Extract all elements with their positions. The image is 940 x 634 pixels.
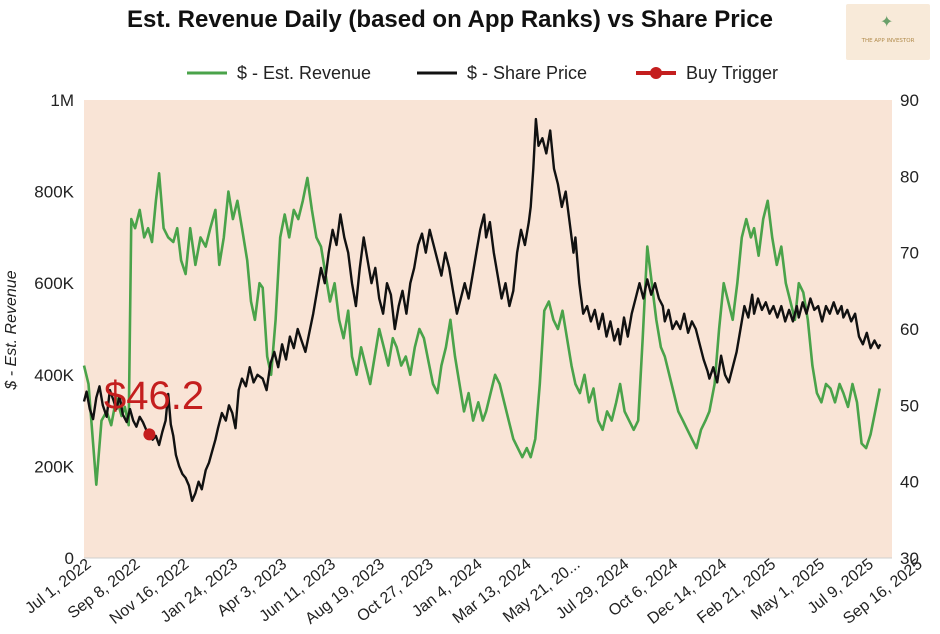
app-investor-logo: ✦ THE APP INVESTOR [846, 4, 930, 60]
legend-label-revenue: $ - Est. Revenue [237, 62, 372, 83]
y2-tick-label: 50 [900, 396, 919, 415]
logo-text: THE APP INVESTOR [861, 38, 915, 44]
y2-tick-label: 70 [900, 244, 919, 263]
legend-label-buy-trigger: Buy Trigger [686, 62, 779, 83]
right-axis-ticks: 30 40 50 60 70 80 90 [900, 91, 919, 568]
legend: $ - Est. Revenue $ - Share Price Buy Tri… [0, 60, 940, 86]
bird-icon: ✦ [880, 14, 894, 31]
y-tick-label: 0 [65, 549, 74, 568]
y-tick-label: 400K [34, 366, 74, 385]
legend-swatch-revenue [187, 71, 227, 75]
y-axis-label: $ - Est. Revenue [3, 270, 20, 390]
series-line-revenue [82, 172, 881, 486]
y-tick-label: 600K [34, 274, 74, 293]
legend-item-price[interactable]: $ - Share Price [415, 60, 587, 86]
series-line-price [82, 117, 882, 502]
y-tick-label: 1M [50, 91, 74, 110]
plot-area [84, 100, 892, 558]
y-tick-label: 200K [34, 457, 74, 476]
legend-swatch-buy-trigger [636, 67, 676, 79]
buy-trigger-point[interactable] [143, 428, 156, 441]
y2-tick-label: 60 [900, 320, 919, 339]
buy-trigger-label: $46.2 [104, 374, 205, 418]
y2-tick-label: 40 [900, 473, 919, 492]
chart-title: Est. Revenue Daily (based on App Ranks) … [126, 6, 773, 33]
left-axis-ticks: 0 200K 400K 600K 800K 1M [34, 91, 74, 568]
legend-swatch-price [417, 71, 457, 75]
y2-tick-label: 80 [900, 167, 919, 186]
y-tick-label: 800K [34, 183, 74, 202]
legend-label-price: $ - Share Price [467, 62, 588, 83]
y2-tick-label: 30 [900, 549, 919, 568]
legend-item-revenue[interactable]: $ - Est. Revenue [185, 60, 371, 86]
legend-item-buy-trigger[interactable]: Buy Trigger [634, 60, 778, 86]
y2-tick-label: 90 [900, 91, 919, 110]
